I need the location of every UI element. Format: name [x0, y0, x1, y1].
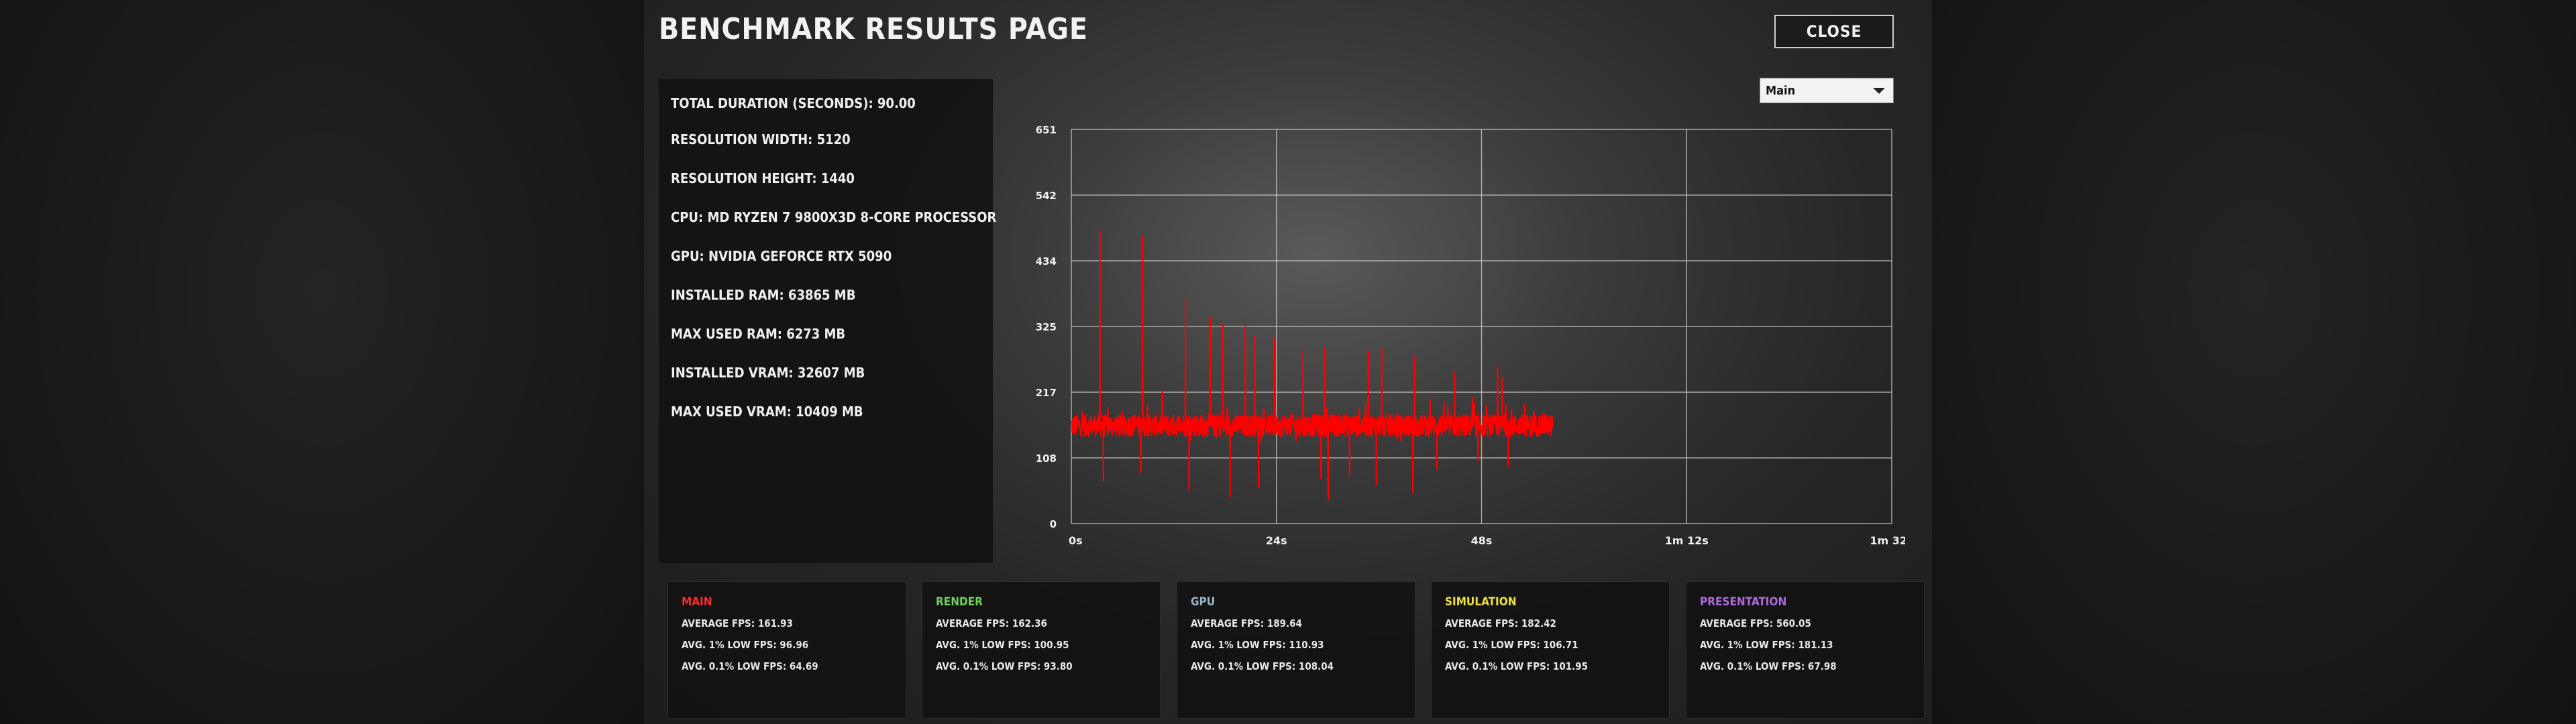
y-tick-label: 0	[1050, 518, 1057, 530]
x-tick-label: 24s	[1266, 534, 1287, 547]
stat-card-gpu: GPU AVERAGE FPS: 189.64 AVG. 1% LOW FPS:…	[1177, 581, 1415, 719]
x-tick-label: 48s	[1471, 534, 1493, 547]
stat-card-simulation: SIMULATION AVERAGE FPS: 182.42 AVG. 1% L…	[1431, 581, 1670, 719]
y-tick-label: 542	[1036, 190, 1057, 202]
stat-main-low01: AVG. 0.1% LOW FPS: 64.69	[682, 660, 818, 672]
page-title: BENCHMARK RESULTS PAGE	[659, 12, 1089, 46]
info-installed-vram: INSTALLED VRAM: 32607 MB	[671, 365, 865, 381]
stat-main-low1: AVG. 1% LOW FPS: 96.96	[682, 639, 809, 651]
stat-title-presentation: PRESENTATION	[1700, 595, 1787, 609]
stat-gpu-low01: AVG. 0.1% LOW FPS: 108.04	[1191, 660, 1334, 672]
stat-render-low01: AVG. 0.1% LOW FPS: 93.80	[936, 660, 1073, 672]
background-right	[1932, 0, 2576, 724]
series-line-main	[1071, 229, 1554, 500]
info-total-duration: TOTAL DURATION (SECONDS): 90.00	[671, 95, 916, 111]
stat-title-simulation: SIMULATION	[1445, 595, 1517, 609]
stat-presentation-low01: AVG. 0.1% LOW FPS: 67.98	[1700, 660, 1837, 672]
stat-title-render: RENDER	[936, 595, 983, 609]
stat-card-main: MAIN AVERAGE FPS: 161.93 AVG. 1% LOW FPS…	[667, 581, 906, 719]
stat-simulation-average: AVERAGE FPS: 182.42	[1445, 617, 1556, 629]
stat-presentation-low1: AVG. 1% LOW FPS: 181.13	[1700, 639, 1833, 651]
frame-time-chart: 651 542 434 325 217 108 0 0s 24s 48s 1m 12s 1m 32s	[1036, 124, 1905, 547]
info-cpu: CPU: MD RYZEN 7 9800X3D 8-CORE PROCESSOR	[671, 209, 997, 225]
info-max-used-vram: MAX USED VRAM: 10409 MB	[671, 404, 863, 420]
stat-title-gpu: GPU	[1191, 595, 1216, 609]
info-resolution-height: RESOLUTION HEIGHT: 1440	[671, 170, 855, 186]
y-tick-label: 108	[1036, 452, 1057, 465]
stat-title-main: MAIN	[682, 595, 712, 609]
series-select-dropdown[interactable]: Main	[1760, 78, 1894, 103]
x-tick-label: 1m 12s	[1665, 534, 1709, 547]
info-resolution-width: RESOLUTION WIDTH: 5120	[671, 131, 851, 147]
chevron-down-icon	[1873, 88, 1885, 94]
background-left	[0, 0, 644, 724]
stat-gpu-average: AVERAGE FPS: 189.64	[1191, 617, 1302, 629]
stat-gpu-low1: AVG. 1% LOW FPS: 110.93	[1191, 639, 1324, 651]
dropdown-selected-value: Main	[1766, 83, 1796, 98]
stat-presentation-average: AVERAGE FPS: 560.05	[1700, 617, 1811, 629]
y-tick-label: 651	[1036, 124, 1057, 136]
info-max-used-ram: MAX USED RAM: 6273 MB	[671, 326, 846, 342]
system-info-box: TOTAL DURATION (SECONDS): 90.00 RESOLUTI…	[659, 79, 997, 563]
stat-card-presentation: PRESENTATION AVERAGE FPS: 560.05 AVG. 1%…	[1686, 581, 1925, 719]
y-tick-label: 325	[1036, 321, 1057, 333]
x-tick-label: 0s	[1069, 534, 1083, 547]
benchmark-panel: BENCHMARK RESULTS PAGE CLOSE TOTAL DURAT…	[644, 0, 1932, 724]
y-tick-label: 434	[1036, 255, 1057, 267]
stat-simulation-low1: AVG. 1% LOW FPS: 106.71	[1445, 639, 1578, 651]
stat-render-low1: AVG. 1% LOW FPS: 100.95	[936, 639, 1069, 651]
close-button[interactable]: CLOSE	[1774, 15, 1894, 48]
stat-render-average: AVERAGE FPS: 162.36	[936, 617, 1047, 629]
stat-simulation-low01: AVG. 0.1% LOW FPS: 101.95	[1445, 660, 1589, 672]
info-installed-ram: INSTALLED RAM: 63865 MB	[671, 287, 856, 303]
stat-main-average: AVERAGE FPS: 161.93	[682, 617, 793, 629]
stat-card-render: RENDER AVERAGE FPS: 162.36 AVG. 1% LOW F…	[922, 581, 1161, 719]
y-tick-label: 217	[1036, 387, 1057, 399]
info-gpu: GPU: NVIDIA GEFORCE RTX 5090	[671, 248, 892, 264]
x-tick-label: 1m 32s	[1870, 534, 1905, 547]
